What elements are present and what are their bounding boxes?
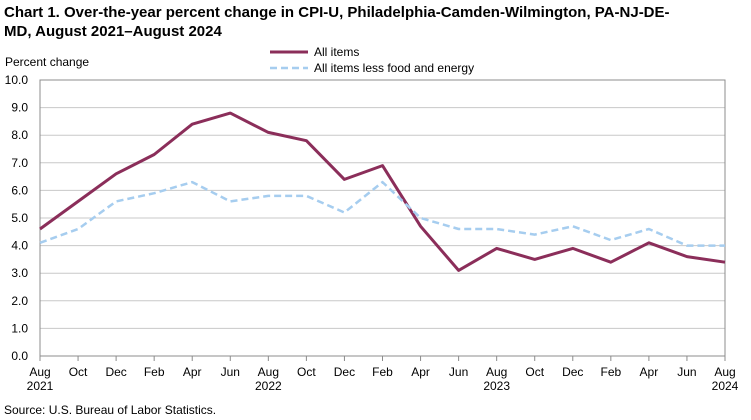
source-note: Source: U.S. Bureau of Labor Statistics.: [4, 403, 217, 417]
x-tick-label: Oct: [69, 365, 88, 379]
y-tick-label: 6.0: [11, 183, 28, 197]
x-tick-label: Jun: [449, 365, 468, 379]
legend-label: All items: [314, 45, 359, 59]
x-tick-label: Apr: [411, 365, 430, 379]
y-tick-label: 7.0: [11, 156, 28, 170]
x-tick-label: Oct: [297, 365, 316, 379]
x-tick-label: Feb: [372, 365, 393, 379]
x-tick-label: Dec: [334, 365, 355, 379]
y-tick-label: 3.0: [11, 266, 28, 280]
x-tick-label: Feb: [600, 365, 621, 379]
x-tick-label: Aug: [486, 365, 507, 379]
y-tick-label: 8.0: [11, 128, 28, 142]
x-year-label: 2024: [712, 379, 739, 393]
x-tick-label: Dec: [562, 365, 583, 379]
x-tick-label: Aug: [29, 365, 50, 379]
x-year-label: 2022: [255, 379, 282, 393]
legend-label: All items less food and energy: [314, 61, 474, 75]
x-tick-label: Aug: [714, 365, 735, 379]
y-tick-label: 0.0: [11, 349, 28, 363]
y-tick-label: 4.0: [11, 239, 28, 253]
x-tick-label: Jun: [677, 365, 696, 379]
y-axis-label: Percent change: [5, 55, 90, 69]
series-line-all-items: [39, 111, 726, 272]
x-tick-label: Feb: [144, 365, 165, 379]
x-tick-label: Apr: [640, 365, 659, 379]
x-tick-label: Jun: [221, 365, 240, 379]
chart-title-line-2: MD, August 2021–August 2024: [4, 23, 222, 40]
x-year-label: 2021: [27, 379, 54, 393]
chart-title-line-1: Chart 1. Over-the-year percent change in…: [4, 4, 670, 21]
series-line-core: [39, 180, 725, 247]
y-tick-label: 5.0: [11, 211, 28, 225]
y-tick-label: 2.0: [11, 294, 28, 308]
y-tick-label: 1.0: [11, 321, 28, 335]
x-tick-label: Aug: [258, 365, 279, 379]
x-tick-label: Oct: [525, 365, 544, 379]
x-tick-label: Dec: [105, 365, 126, 379]
y-tick-label: 9.0: [11, 101, 28, 115]
y-tick-label: 10.0: [5, 73, 29, 87]
chart-title: Chart 1. Over-the-year percent change in…: [4, 3, 749, 41]
x-year-label: 2023: [483, 379, 510, 393]
x-tick-label: Apr: [183, 365, 202, 379]
